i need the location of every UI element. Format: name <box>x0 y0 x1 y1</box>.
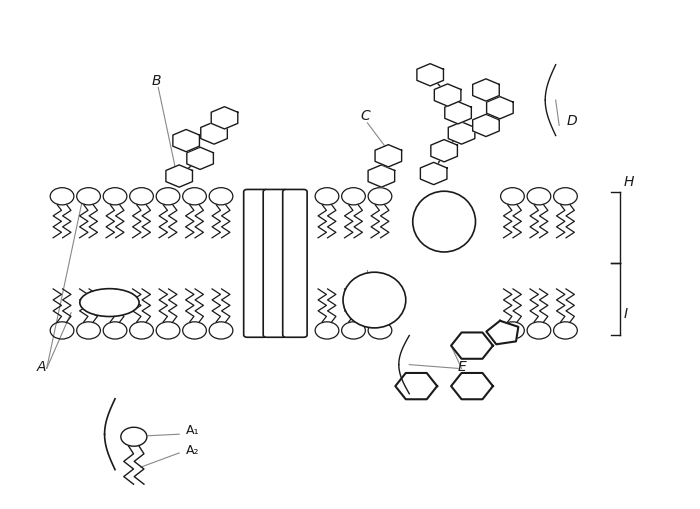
Text: D: D <box>566 115 577 128</box>
FancyBboxPatch shape <box>283 189 307 337</box>
Ellipse shape <box>343 272 406 328</box>
Polygon shape <box>166 165 193 187</box>
Text: B: B <box>151 74 161 88</box>
Text: A: A <box>36 360 46 374</box>
Polygon shape <box>173 129 200 152</box>
Text: A₁: A₁ <box>186 424 200 437</box>
Polygon shape <box>451 373 493 399</box>
Polygon shape <box>451 332 493 359</box>
Polygon shape <box>430 139 457 162</box>
Ellipse shape <box>413 191 475 252</box>
Polygon shape <box>368 165 395 187</box>
Polygon shape <box>448 122 475 144</box>
Text: G: G <box>266 327 277 341</box>
Polygon shape <box>486 97 513 119</box>
Text: A₂: A₂ <box>186 444 200 458</box>
Polygon shape <box>375 145 402 167</box>
Polygon shape <box>473 115 499 136</box>
Text: C: C <box>360 109 370 123</box>
FancyBboxPatch shape <box>244 189 268 337</box>
Polygon shape <box>486 321 518 344</box>
Text: H: H <box>623 175 634 189</box>
Polygon shape <box>473 79 499 101</box>
Polygon shape <box>421 162 447 185</box>
Text: E: E <box>458 360 467 374</box>
Polygon shape <box>201 122 228 144</box>
Polygon shape <box>211 107 238 129</box>
Polygon shape <box>395 373 438 399</box>
FancyBboxPatch shape <box>263 189 288 337</box>
Polygon shape <box>444 102 471 124</box>
Polygon shape <box>417 64 444 86</box>
Text: F: F <box>360 281 368 295</box>
Text: I: I <box>623 307 627 321</box>
Polygon shape <box>187 147 214 169</box>
Polygon shape <box>434 84 461 106</box>
Ellipse shape <box>80 289 139 317</box>
